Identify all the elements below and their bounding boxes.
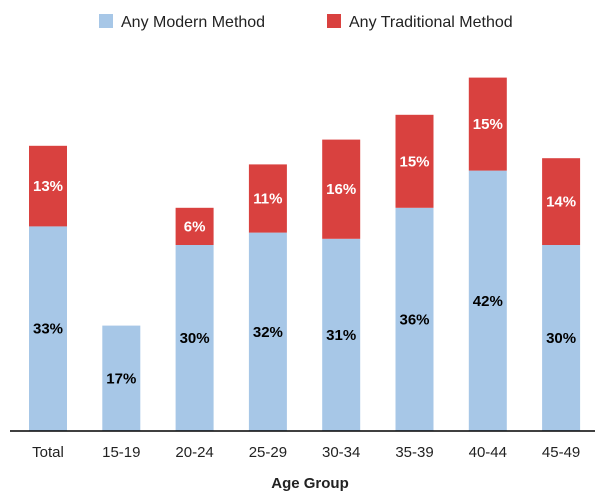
bar-modern-25-29 <box>248 232 287 431</box>
bar-modern-45-49 <box>542 245 581 431</box>
x-axis-title: Age Group <box>271 475 349 492</box>
bar-modern-15-19 <box>102 325 141 431</box>
data-label-group: 33% 13% 17% 30% 6% 32% 11% 31% 16% 36% 15% 42% 15% 30… <box>33 116 576 387</box>
data-label-traditional-25-29: 11% <box>253 191 282 208</box>
data-label-traditional-30-34: 16% <box>326 181 356 198</box>
data-label-traditional-40-44: 15% <box>473 116 503 133</box>
legend-label-modern: Any Modern Method <box>121 14 265 31</box>
x-tick-label-15-19: 15-19 <box>102 444 140 461</box>
bar-traditional-35-39 <box>395 114 434 208</box>
data-label-traditional-20-24: 6% <box>184 218 206 235</box>
data-label-modern-35-39: 36% <box>399 311 429 328</box>
bar-traditional-45-49 <box>542 158 581 245</box>
x-tick-group: Total 15-19 20-24 25-29 30-34 35-39 40-44 45-49 <box>32 444 580 461</box>
x-tick-label-30-34: 30-34 <box>322 444 360 461</box>
legend-swatch-traditional <box>327 14 341 28</box>
bar-traditional-25-29 <box>248 164 287 233</box>
data-label-modern-25-29: 32% <box>253 324 283 341</box>
legend-swatch-modern <box>99 14 113 28</box>
bar-traditional-20-24 <box>175 207 214 245</box>
data-label-modern-40-44: 42% <box>473 293 503 310</box>
x-tick-label-40-44: 40-44 <box>469 444 507 461</box>
data-label-modern-45-49: 30% <box>546 330 576 347</box>
x-tick-label-25-29: 25-29 <box>249 444 287 461</box>
x-tick-label-45-49: 45-49 <box>542 444 580 461</box>
bar-modern-20-24 <box>175 245 214 431</box>
bar-modern-40-44 <box>468 170 507 431</box>
legend-label-traditional: Any Traditional Method <box>349 14 513 31</box>
bar-group <box>29 77 581 431</box>
data-label-modern-20-24: 30% <box>180 330 210 347</box>
data-label-traditional-Total: 13% <box>33 178 63 195</box>
x-tick-label-35-39: 35-39 <box>395 444 433 461</box>
data-label-traditional-45-49: 14% <box>546 194 576 211</box>
data-label-modern-30-34: 31% <box>326 327 356 344</box>
bar-traditional-30-34 <box>322 139 361 239</box>
data-label-modern-15-19: 17% <box>106 370 136 387</box>
data-label-modern-Total: 33% <box>33 321 63 338</box>
chart-legend: Any Modern Method Any Traditional Method <box>99 14 513 31</box>
data-label-traditional-35-39: 15% <box>399 153 429 170</box>
bar-modern-35-39 <box>395 207 434 431</box>
x-tick-label-20-24: 20-24 <box>175 444 213 461</box>
bar-modern-30-34 <box>322 238 361 431</box>
bar-traditional-40-44 <box>468 77 507 171</box>
x-tick-label-Total: Total <box>32 444 64 461</box>
bar-modern-Total <box>29 226 67 431</box>
bar-traditional-Total <box>29 145 67 227</box>
